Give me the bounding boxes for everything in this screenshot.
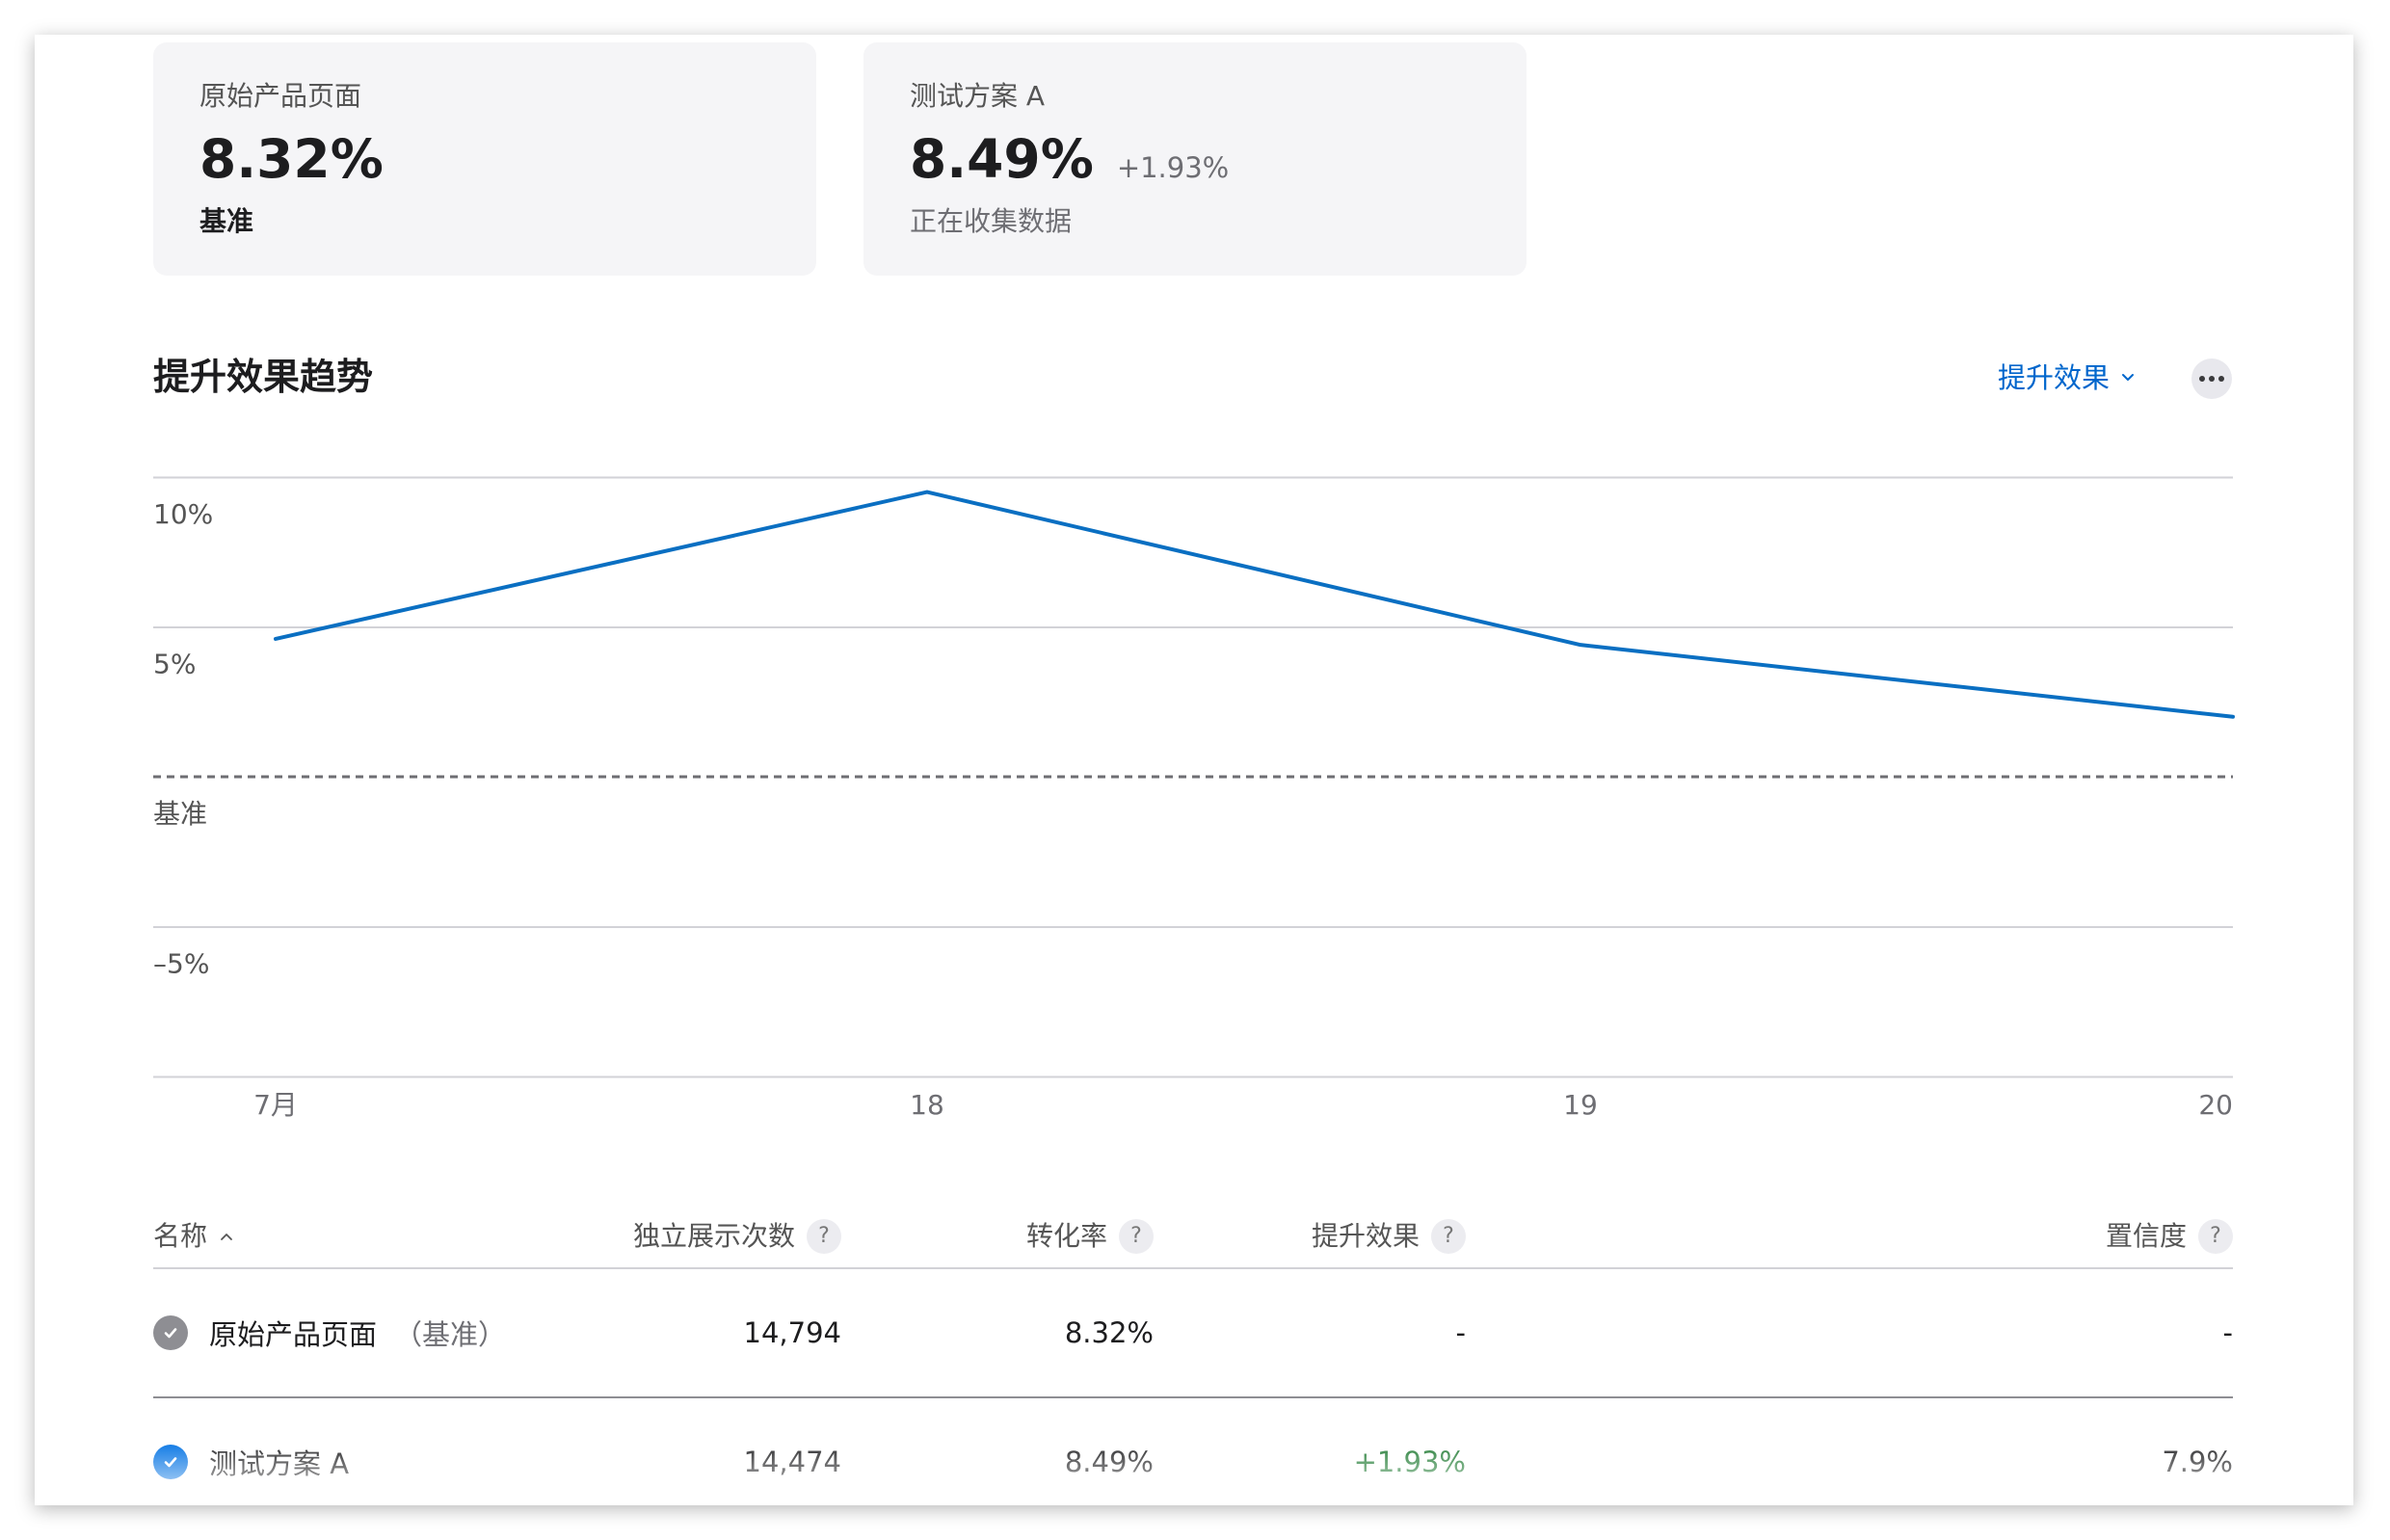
y-tick-label: 10% (153, 498, 213, 530)
metric-dropdown[interactable]: 提升效果 (1998, 357, 2137, 399)
variant-a-card: 测试方案 A 8.49% +1.93% 正在收集数据 (863, 42, 1527, 276)
chevron-up-icon[interactable] (219, 1229, 234, 1244)
y-tick-label: 5% (153, 649, 196, 680)
row-confidence: - (2222, 1316, 2233, 1349)
header-name-label: 名称 (153, 1220, 208, 1252)
card-value: 8.49% (910, 128, 1094, 190)
section-title: 提升效果趋势 (153, 356, 374, 398)
checkmark-circle-icon[interactable] (153, 1315, 188, 1350)
row-name: 原始产品页面 (209, 1318, 378, 1351)
lift-trend-chart: 10% 5% 基准 –5% 7月 18 19 20 (153, 476, 2235, 1121)
row-conversion: 8.49% (1064, 1446, 1154, 1478)
header-name[interactable]: 名称 (153, 1215, 234, 1258)
row-name-cell: 测试方案 A (153, 1398, 349, 1505)
x-tick-label: 7月 (253, 1089, 298, 1121)
help-icon[interactable]: ? (807, 1219, 841, 1254)
table-row[interactable]: 测试方案 A 14,474 8.49% +1.93% 7.9% (153, 1398, 2233, 1505)
row-impressions: 14,794 (743, 1316, 841, 1349)
card-value: 8.32% (199, 128, 384, 190)
checkmark-circle-icon[interactable] (153, 1445, 188, 1479)
x-tick-label: 18 (910, 1089, 944, 1121)
y-tick-label: 基准 (153, 798, 207, 830)
series-line (274, 490, 2235, 719)
row-name: 测试方案 A (209, 1447, 350, 1480)
x-tick-label: 20 (2198, 1089, 2233, 1121)
row-confidence: 7.9% (2162, 1446, 2233, 1478)
row-lift: +1.93% (1353, 1446, 1466, 1478)
metric-dropdown-label: 提升效果 (1998, 361, 2111, 394)
card-label: 原始产品页面 (199, 80, 362, 112)
header-conversion-label: 转化率 (1025, 1220, 1107, 1252)
y-tick-label: –5% (153, 948, 209, 980)
help-icon[interactable]: ? (2198, 1219, 2233, 1254)
baseline-tag: （基准） (394, 1318, 507, 1351)
row-conversion: 8.32% (1064, 1316, 1154, 1349)
header-confidence: 置信度 ? (2106, 1215, 2233, 1258)
card-subtitle: 正在收集数据 (910, 205, 1073, 237)
table-row[interactable]: 原始产品页面 （基准） 14,794 8.32% - - (153, 1269, 2233, 1398)
header-conversion: 转化率 ? (1026, 1215, 1154, 1258)
header-confidence-label: 置信度 (2105, 1220, 2187, 1252)
header-impressions-label: 独立展示次数 (632, 1220, 795, 1252)
experiment-results-panel: 原始产品页面 8.32% 基准 测试方案 A 8.49% +1.93% 正在收集… (35, 35, 2353, 1505)
row-lift: - (1455, 1316, 1466, 1349)
baseline-card: 原始产品页面 8.32% 基准 (153, 42, 816, 276)
table-header: 名称 独立展示次数 ? 转化率 ? 提升效果 ? 置信度 ? (153, 1215, 2233, 1269)
row-impressions: 14,474 (743, 1446, 841, 1478)
card-delta: +1.93% (1116, 151, 1230, 184)
ellipsis-icon (2199, 376, 2224, 382)
header-impressions: 独立展示次数 ? (633, 1215, 841, 1258)
help-icon[interactable]: ? (1119, 1219, 1154, 1254)
x-tick-label: 19 (1563, 1089, 1598, 1121)
card-label: 测试方案 A (910, 80, 1046, 112)
row-name-cell: 原始产品页面 （基准） (153, 1269, 506, 1396)
header-lift: 提升效果 ? (1312, 1215, 1466, 1258)
card-subtitle: 基准 (199, 205, 254, 237)
help-icon[interactable]: ? (1431, 1219, 1466, 1254)
more-options-button[interactable] (2191, 358, 2232, 399)
header-lift-label: 提升效果 (1311, 1220, 1420, 1252)
chevron-down-icon (2122, 374, 2135, 381)
